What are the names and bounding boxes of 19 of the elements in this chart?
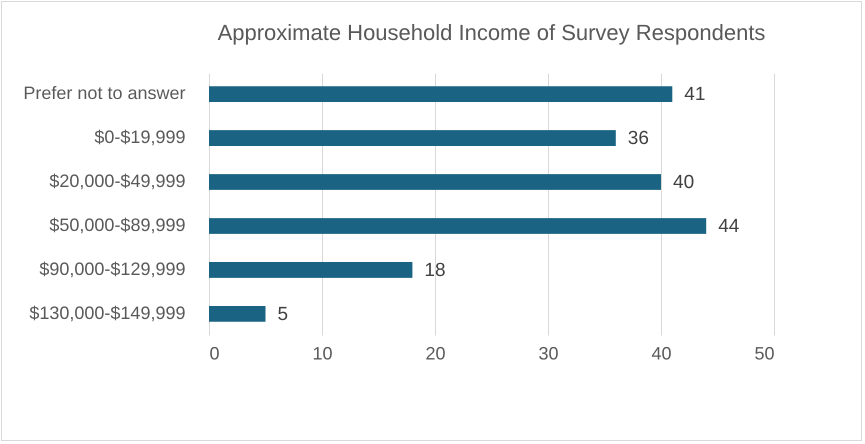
x-tick-label: 50 (754, 344, 774, 364)
x-tick-label: 40 (651, 344, 672, 364)
y-tick-label: $20,000-$49,999 (49, 171, 186, 192)
x-tick-label: 0 (210, 344, 220, 364)
x-tick-label: 30 (538, 344, 559, 364)
data-label: 5 (278, 304, 288, 325)
data-label: 41 (684, 84, 706, 106)
chart-title: Approximate Household Income of Survey Respondents (218, 20, 766, 45)
y-tick-label: $50,000-$89,999 (49, 214, 186, 235)
y-tick-label: $90,000-$129,999 (39, 258, 186, 279)
y-tick-label: Prefer not to answer (23, 83, 186, 104)
y-tick-label: $0-$19,999 (94, 127, 186, 148)
x-tick-label: 20 (425, 344, 446, 364)
data-label: 36 (628, 128, 649, 150)
y-tick-label: $130,000-$149,999 (29, 302, 186, 323)
data-label: 44 (718, 216, 740, 237)
x-tick-label: 10 (312, 344, 333, 364)
data-label: 18 (424, 260, 446, 281)
data-label: 40 (673, 172, 694, 194)
